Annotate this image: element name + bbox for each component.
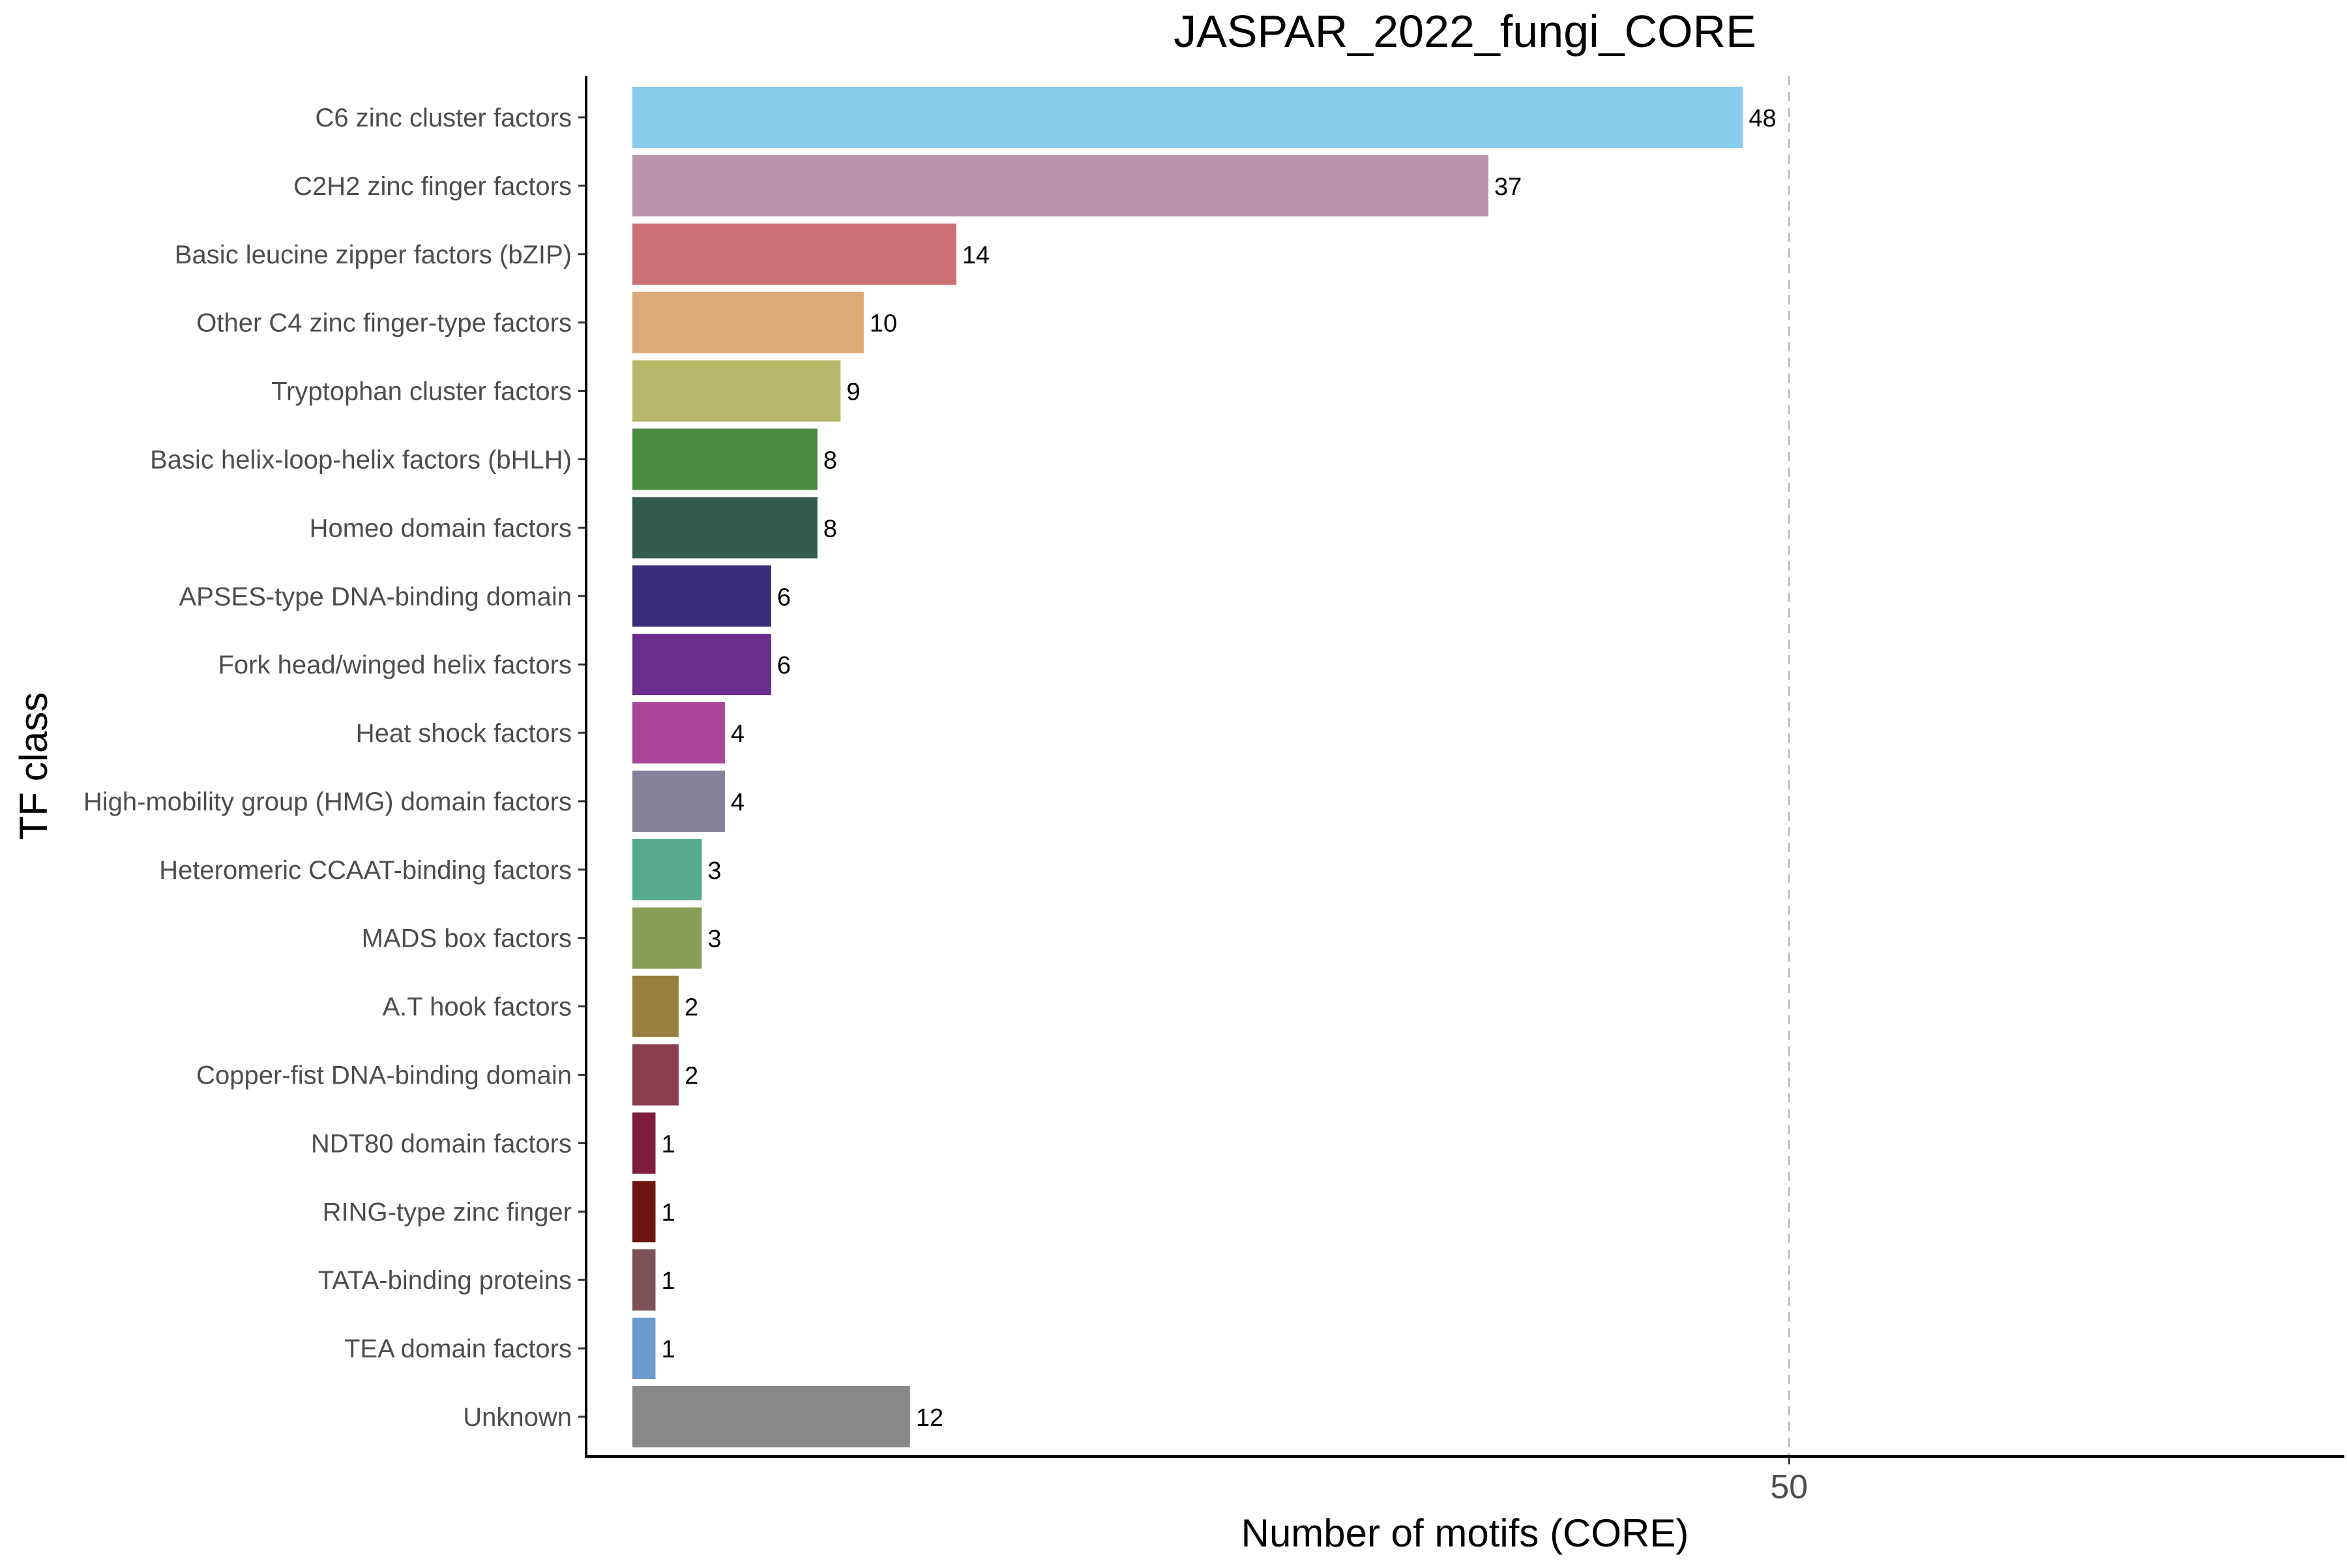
y-tick-label: Heteromeric CCAAT-binding factors — [159, 856, 572, 885]
bar — [632, 565, 771, 627]
bar — [632, 975, 679, 1037]
bar — [632, 155, 1488, 216]
bar-value-label: 3 — [707, 857, 721, 885]
bar — [632, 1249, 656, 1311]
y-tick-label: Basic leucine zipper factors (bZIP) — [175, 241, 572, 269]
y-axis-title: TF class — [12, 692, 55, 840]
bar — [632, 770, 725, 832]
x-tick-label: 50 — [1770, 1468, 1808, 1506]
bar-value-label: 6 — [777, 584, 791, 611]
bar — [632, 497, 818, 559]
x-axis-title: Number of motifs (CORE) — [1241, 1511, 1689, 1555]
bar-value-label: 4 — [731, 789, 745, 816]
y-tick-label: NDT80 domain factors — [311, 1129, 572, 1158]
y-tick-label: APSES-type DNA-binding domain — [179, 582, 572, 611]
bar-value-label: 1 — [661, 1336, 675, 1363]
y-tick-label: RING-type zinc finger — [323, 1198, 572, 1226]
bar — [632, 1181, 656, 1243]
y-tick-label: A.T hook factors — [382, 993, 572, 1022]
y-tick-label: Basic helix-loop-helix factors (bHLH) — [150, 445, 572, 474]
bar-value-label: 4 — [731, 720, 745, 748]
y-tick-label: C6 zinc cluster factors — [316, 104, 572, 132]
bar — [632, 360, 841, 422]
bar-value-label: 8 — [823, 515, 837, 542]
y-tick-label: Copper-fist DNA-binding domain — [196, 1061, 572, 1090]
bar-value-label: 8 — [823, 447, 837, 474]
bar-value-label: 9 — [846, 379, 860, 406]
y-tick-label: TEA domain factors — [344, 1335, 572, 1363]
bar-value-label: 37 — [1494, 173, 1522, 201]
y-tick-label: Heat shock factors — [356, 719, 572, 748]
bar-value-label: 3 — [707, 926, 721, 953]
y-tick-label: C2H2 zinc finger factors — [293, 172, 572, 201]
bar — [632, 907, 702, 969]
bar-value-label: 48 — [1749, 105, 1776, 132]
bar-value-label: 1 — [661, 1131, 675, 1158]
bar-value-label: 14 — [962, 242, 990, 269]
y-tick-label: Unknown — [463, 1403, 572, 1432]
bar-value-label: 1 — [661, 1199, 675, 1226]
y-tick-label: MADS box factors — [362, 925, 572, 953]
y-tick-label: Other C4 zinc finger-type factors — [196, 309, 572, 338]
y-tick-label: High-mobility group (HMG) domain factors — [83, 788, 572, 816]
bar — [632, 1044, 679, 1106]
bar-value-label: 1 — [661, 1267, 675, 1295]
bar-value-label: 2 — [685, 1063, 698, 1090]
bar — [632, 1318, 656, 1380]
y-tick-label: Tryptophan cluster factors — [271, 377, 572, 406]
y-tick-label: Homeo domain factors — [310, 514, 572, 542]
bar-value-label: 12 — [916, 1404, 943, 1432]
bar — [632, 1386, 910, 1447]
y-tick-label: TATA-binding proteins — [318, 1266, 572, 1295]
bar-value-label: 2 — [685, 994, 698, 1022]
bar — [632, 291, 864, 353]
bar — [632, 223, 956, 285]
y-tick-label: Fork head/winged helix factors — [218, 651, 572, 679]
bar-value-label: 10 — [870, 310, 897, 338]
bar — [632, 634, 771, 696]
bar — [632, 1112, 656, 1174]
bar — [632, 838, 702, 900]
bar-value-label: 6 — [777, 652, 791, 679]
bar — [632, 702, 725, 764]
bar — [632, 87, 1743, 148]
bar — [632, 428, 818, 490]
chart-title: JASPAR_2022_fungi_CORE — [1174, 6, 1756, 57]
